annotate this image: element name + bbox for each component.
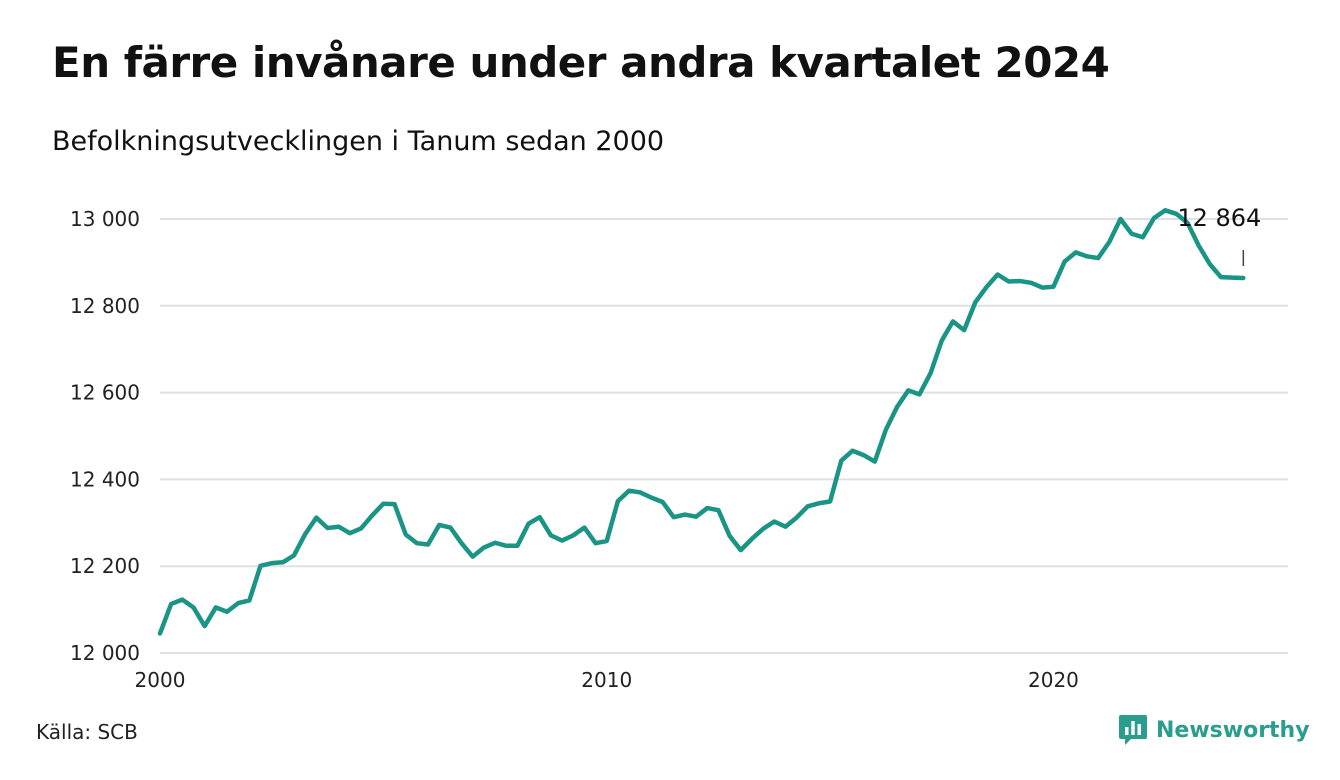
y-axis-tick-labels: 12 000 12 200 12 400 12 600 12 800 13 000 xyxy=(70,207,140,665)
y-tick-label: 12 000 xyxy=(70,641,140,665)
series-line xyxy=(157,208,1246,636)
brand-name: Newsworthy xyxy=(1156,717,1310,743)
newsworthy-logo[interactable]: Newsworthy xyxy=(1118,712,1310,748)
x-axis-tick-labels: 2000 2010 2020 xyxy=(135,668,1079,692)
newsworthy-logo-icon xyxy=(1119,715,1147,745)
series-layer xyxy=(157,208,1246,636)
x-tick-label: 2020 xyxy=(1028,668,1079,692)
y-tick-label: 12 200 xyxy=(70,554,140,578)
y-tick-label: 12 800 xyxy=(70,294,140,318)
grid-lines xyxy=(160,218,1288,654)
y-tick-label: 13 000 xyxy=(70,207,140,231)
population-line-chart: 12 000 12 200 12 400 12 600 12 800 13 000 200… xyxy=(70,204,1288,692)
y-tick-label: 12 400 xyxy=(70,467,140,491)
source-note: Källa: SCB xyxy=(36,720,138,744)
last-value-label: 12 864 xyxy=(1177,204,1261,232)
x-tick-label: 2000 xyxy=(135,668,186,692)
y-tick-label: 12 600 xyxy=(70,381,140,405)
chart-title: En färre invånare under andra kvartalet … xyxy=(52,38,1110,87)
annotation-layer: 12 864 xyxy=(1177,204,1261,267)
x-tick-label: 2010 xyxy=(581,668,632,692)
chart-subtitle: Befolkningsutvecklingen i Tanum sedan 20… xyxy=(52,126,665,157)
